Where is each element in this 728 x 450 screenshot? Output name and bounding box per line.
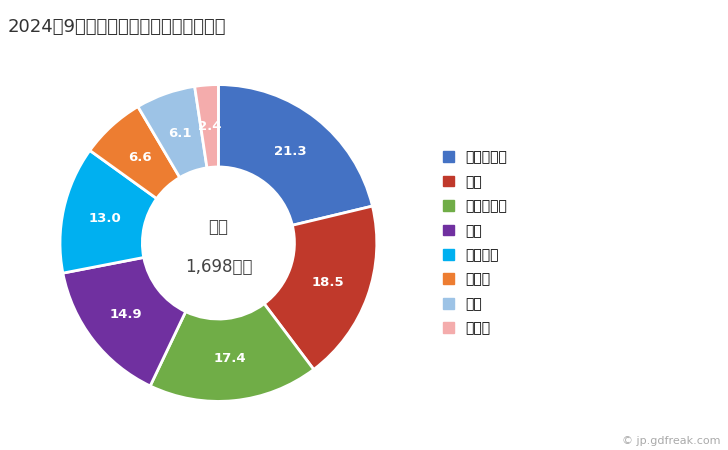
- Wedge shape: [194, 85, 218, 168]
- Text: © jp.gdfreak.com: © jp.gdfreak.com: [622, 436, 721, 446]
- Wedge shape: [90, 107, 180, 198]
- Wedge shape: [264, 206, 377, 369]
- Text: 17.4: 17.4: [214, 352, 246, 365]
- Text: 14.9: 14.9: [110, 308, 143, 321]
- Text: 総額: 総額: [208, 218, 229, 236]
- Text: 21.3: 21.3: [274, 145, 306, 158]
- Text: 18.5: 18.5: [312, 276, 344, 289]
- Legend: マレーシア, 中国, フィリピン, 米国, ベトナム, ドイツ, 英国, その他: マレーシア, 中国, フィリピン, 米国, ベトナム, ドイツ, 英国, その他: [443, 151, 507, 335]
- Wedge shape: [63, 257, 186, 386]
- Wedge shape: [150, 304, 314, 401]
- Text: 1,698万円: 1,698万円: [185, 258, 252, 276]
- Text: 6.6: 6.6: [128, 150, 151, 163]
- Text: 13.0: 13.0: [88, 212, 121, 225]
- Text: 2.4: 2.4: [198, 121, 221, 133]
- Text: 6.1: 6.1: [167, 127, 191, 140]
- Wedge shape: [60, 150, 157, 273]
- Wedge shape: [138, 86, 207, 177]
- Text: 2024年9月の輸出相手国のシェア（％）: 2024年9月の輸出相手国のシェア（％）: [7, 18, 226, 36]
- Wedge shape: [218, 85, 373, 225]
